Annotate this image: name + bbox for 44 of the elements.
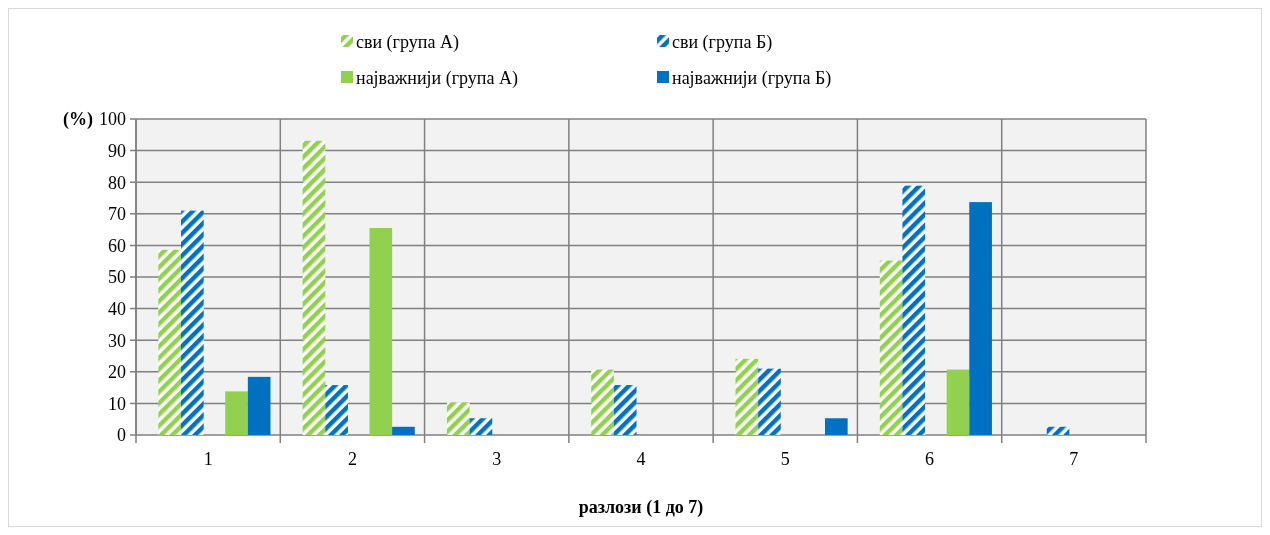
y-tick-label: 40 bbox=[108, 298, 126, 319]
y-tick-label: 0 bbox=[117, 425, 126, 446]
legend-label: најважнији (група А) bbox=[356, 68, 518, 89]
bar bbox=[824, 418, 848, 435]
bar bbox=[946, 369, 970, 435]
bar bbox=[247, 376, 271, 435]
y-tick-label: 100 bbox=[99, 109, 126, 130]
x-tick-label: 4 bbox=[636, 449, 646, 469]
bar bbox=[902, 185, 926, 435]
x-tick-label: 1 bbox=[203, 449, 213, 469]
bar bbox=[469, 418, 493, 435]
x-axis-title: разлози (1 до 7) bbox=[578, 497, 704, 518]
bar bbox=[181, 210, 204, 435]
legend-label: сви (група А) bbox=[356, 32, 459, 53]
y-tick-label: 10 bbox=[108, 393, 126, 414]
y-tick-label: 20 bbox=[108, 362, 126, 383]
y-axis-title: (%) bbox=[63, 109, 93, 130]
bar bbox=[225, 391, 248, 435]
bar bbox=[158, 249, 182, 435]
bar bbox=[369, 228, 393, 435]
legend-label: најважнији (група Б) bbox=[672, 68, 832, 89]
x-tick-label: 3 bbox=[492, 449, 502, 469]
y-tick-label: 30 bbox=[108, 330, 126, 351]
x-tick-label: 6 bbox=[925, 449, 935, 469]
bar bbox=[325, 385, 348, 435]
bar bbox=[879, 260, 903, 435]
bar bbox=[302, 140, 326, 435]
y-tick-label: 70 bbox=[108, 204, 126, 225]
bar bbox=[613, 385, 637, 435]
y-tick-label: 80 bbox=[108, 172, 126, 193]
y-tick-label: 50 bbox=[108, 267, 126, 288]
legend-label: сви (група Б) bbox=[672, 32, 773, 53]
bar bbox=[591, 369, 614, 435]
x-tick-label: 2 bbox=[347, 449, 357, 469]
y-tick-label: 90 bbox=[108, 140, 126, 161]
bar bbox=[735, 358, 759, 435]
bar bbox=[1046, 426, 1070, 435]
bar bbox=[758, 368, 781, 435]
bar bbox=[969, 202, 992, 435]
y-tick-label: 60 bbox=[108, 235, 126, 256]
x-tick-label: 7 bbox=[1069, 449, 1079, 469]
bar bbox=[392, 426, 415, 435]
bar bbox=[446, 402, 470, 435]
x-tick-label: 5 bbox=[780, 449, 790, 469]
